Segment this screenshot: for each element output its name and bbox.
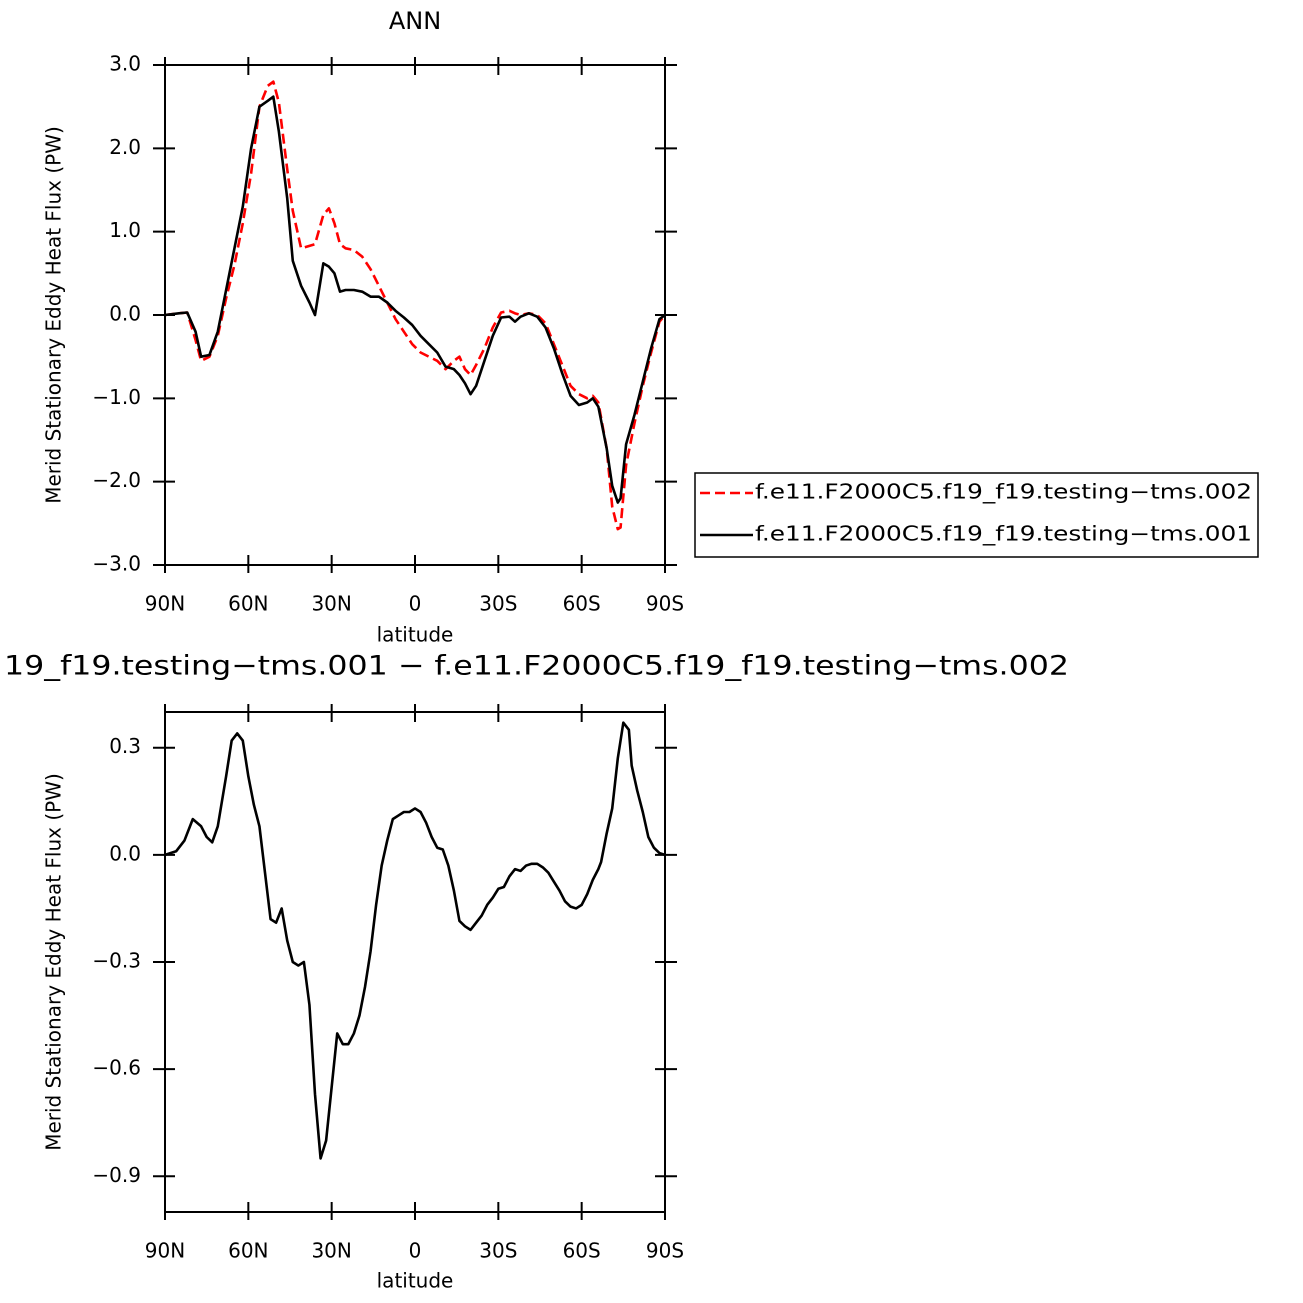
x-tick-label: 60N: [228, 592, 268, 616]
y-tick-label: 3.0: [109, 52, 141, 76]
x-tick-label: 30S: [479, 592, 517, 616]
y-tick-label: 0.0: [109, 841, 141, 865]
y-tick-label: −3.0: [92, 552, 141, 576]
chart-title: 19_f19.testing−tms.001 − f.e11.F2000C5.f…: [4, 651, 1069, 682]
data-line: [164, 80, 666, 531]
legend-box: [694, 472, 1259, 558]
y-tick-label: 1.0: [109, 218, 141, 242]
y-axis-label: Merid Stationary Eddy Heat Flux (PW): [42, 773, 66, 1151]
y-tick-label: −0.9: [92, 1163, 141, 1187]
y-tick-label: 0.3: [109, 734, 141, 758]
legend-label: f.e11.F2000C5.f19_f19.testing−tms.001: [755, 522, 1252, 546]
x-tick-label: 90S: [646, 1239, 684, 1263]
x-tick-label: 30N: [311, 592, 351, 616]
x-tick-label: 30N: [311, 1239, 351, 1263]
plot-frame: [164, 64, 666, 566]
x-tick-label: 90N: [145, 1239, 185, 1263]
chart-title: ANN: [389, 7, 441, 35]
x-tick-label: 0: [409, 1239, 422, 1263]
x-tick-label: 30S: [479, 1239, 517, 1263]
y-tick-label: 0.0: [109, 302, 141, 326]
data-line: [164, 721, 666, 1160]
y-tick-label: −2.0: [92, 468, 141, 492]
x-tick-label: 60S: [563, 592, 601, 616]
x-axis-label: latitude: [377, 623, 454, 647]
legend-label: f.e11.F2000C5.f19_f19.testing−tms.002: [755, 480, 1252, 504]
plot-frame: [164, 711, 666, 1213]
y-axis-label: Merid Stationary Eddy Heat Flux (PW): [42, 126, 66, 504]
y-tick-label: 2.0: [109, 135, 141, 159]
data-line: [164, 95, 666, 504]
x-axis-label: latitude: [377, 1269, 454, 1293]
y-tick-label: −0.3: [92, 949, 141, 973]
x-tick-label: 90S: [646, 592, 684, 616]
y-tick-label: −0.6: [92, 1056, 141, 1080]
x-tick-label: 90N: [145, 592, 185, 616]
y-tick-label: −1.0: [92, 385, 141, 409]
x-tick-label: 0: [409, 592, 422, 616]
x-tick-label: 60S: [563, 1239, 601, 1263]
x-tick-label: 60N: [228, 1239, 268, 1263]
